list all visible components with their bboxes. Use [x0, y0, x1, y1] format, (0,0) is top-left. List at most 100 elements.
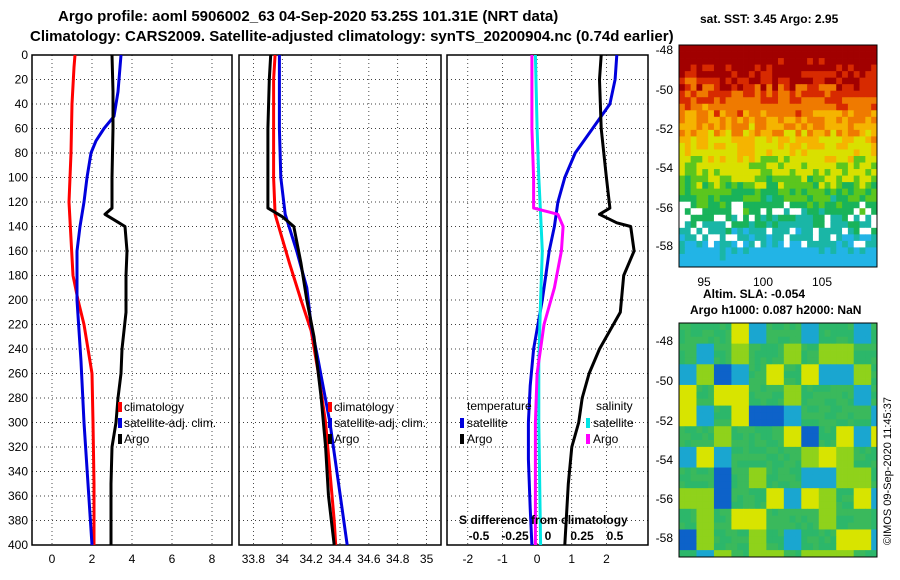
map-cell — [865, 97, 872, 105]
map-cell — [766, 412, 773, 420]
map-cell — [830, 136, 837, 144]
map-cell — [754, 350, 761, 358]
map-cell — [865, 357, 872, 365]
map-cell — [847, 188, 855, 196]
map-cell — [859, 433, 866, 441]
map-cell — [795, 201, 802, 209]
map-cell — [760, 550, 767, 558]
map-cell — [719, 440, 726, 448]
map-cell — [713, 336, 721, 345]
map-cell — [743, 227, 750, 235]
map-cell — [818, 240, 825, 248]
map-cell — [690, 64, 697, 72]
map-cell — [719, 453, 726, 462]
map-cell — [859, 495, 866, 503]
map-cell — [807, 508, 814, 517]
map-cell — [853, 195, 860, 203]
map-cell — [778, 426, 785, 434]
map-cell — [737, 227, 744, 235]
map-cell — [871, 169, 878, 176]
map-cell — [719, 129, 726, 137]
map-cell — [818, 58, 825, 65]
map-cell — [684, 116, 692, 124]
map-cell — [830, 522, 837, 530]
map-cell — [766, 253, 773, 261]
map-cell — [859, 550, 866, 558]
map-cell — [702, 343, 709, 351]
map-cell — [807, 446, 814, 455]
map-cell — [772, 260, 779, 268]
map-cell — [847, 227, 855, 235]
map-cell — [702, 515, 709, 523]
map-cell — [778, 467, 785, 475]
map-cell — [719, 323, 726, 331]
map-cell — [830, 474, 837, 482]
map-cell — [801, 481, 808, 489]
map-cell — [795, 453, 802, 462]
map-cell — [731, 536, 738, 544]
map-cell — [830, 515, 837, 523]
map-cell — [719, 260, 726, 268]
map-cell — [847, 453, 855, 462]
map-cell — [778, 149, 785, 157]
map-cell — [847, 460, 855, 468]
map-cell — [836, 208, 843, 216]
map-cell — [713, 182, 721, 190]
map-cell — [696, 90, 703, 98]
map-cell — [708, 323, 715, 331]
map-cell — [871, 412, 878, 420]
map-cell — [830, 440, 837, 448]
map-cell — [679, 162, 686, 170]
map-cell — [830, 550, 837, 558]
map-cell — [836, 323, 843, 331]
map-cell — [725, 323, 732, 331]
map-cell — [743, 481, 750, 489]
map-cell — [807, 110, 814, 118]
map-cell — [760, 234, 767, 242]
map-cell — [807, 488, 814, 496]
map-cell — [719, 71, 726, 79]
map-cell — [766, 467, 773, 475]
map-cell — [842, 467, 849, 475]
map-cell — [731, 260, 738, 268]
map-cell — [812, 77, 820, 85]
map-cell — [824, 453, 831, 462]
map-cell — [731, 412, 738, 420]
map-cell — [807, 77, 814, 85]
map-cell — [696, 543, 703, 551]
map-cell — [737, 529, 744, 537]
map-cell — [783, 446, 791, 455]
legend-swatch — [118, 418, 122, 428]
map-cell — [807, 412, 814, 420]
map-cell — [702, 110, 709, 118]
map-cell — [702, 214, 709, 222]
map-cell — [859, 440, 866, 448]
map-cell — [702, 221, 709, 229]
depth-tick-label: 100 — [8, 171, 28, 185]
map-cell — [830, 495, 837, 503]
map-cell — [725, 501, 732, 510]
map-cell — [713, 208, 721, 216]
map-cell — [812, 195, 820, 203]
map-cell — [702, 64, 709, 72]
map-cell — [766, 405, 773, 413]
map-cell — [778, 501, 785, 510]
map-cell — [830, 129, 837, 137]
map-cell — [789, 405, 796, 413]
map-cell — [684, 433, 692, 441]
map-cell — [807, 195, 814, 203]
map-cell — [859, 405, 866, 413]
map-cell — [836, 419, 843, 427]
map-cell — [859, 51, 866, 59]
map-cell — [684, 208, 692, 216]
map-cell — [801, 97, 808, 105]
map-cell — [748, 350, 756, 358]
map-cell — [696, 488, 703, 496]
map-cell — [679, 175, 686, 183]
map-cell — [853, 71, 860, 79]
series-line-temperature-satellite — [526, 54, 619, 546]
map-cell — [853, 149, 860, 157]
map-cell — [772, 123, 779, 131]
map-cell — [690, 350, 697, 358]
